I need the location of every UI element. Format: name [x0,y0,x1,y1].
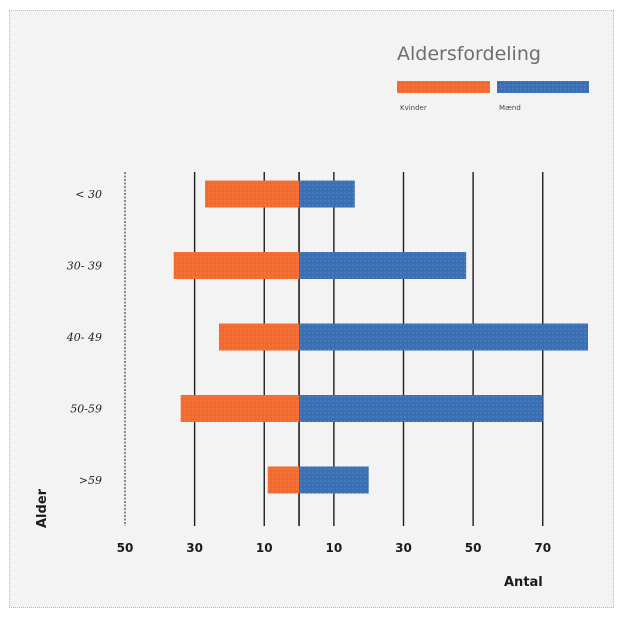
legend: Kvinder Mænd [397,81,589,112]
labels: 50 30 10 10 30 50 70 < 30 30- 39 40- 49 50-59 >59 [66,188,551,555]
x-tick-label-6: 70 [534,541,551,555]
chart-title: Aldersfordeling [397,43,541,65]
y-axis-label: Alder [35,488,50,528]
x-tick-label-5: 50 [465,541,482,555]
category-label-1: 30- 39 [67,260,102,273]
x-tick-label-2: 10 [256,541,273,555]
x-axis-label: Antal [504,575,543,590]
category-label-4: >59 [79,474,102,487]
x-tick-label-0: 50 [117,541,134,555]
bars [173,180,588,494]
legend-label-kvinder: Kvinder [400,104,427,112]
x-tick-label-4: 30 [395,541,412,555]
x-tick-label-3: 10 [326,541,343,555]
category-label-2: 40- 49 [66,331,102,344]
chart-frame [9,10,614,608]
category-label-3: 50-59 [70,403,102,416]
legend-label-maend: Mænd [499,104,521,112]
category-label-0: < 30 [75,188,102,201]
x-tick-label-1: 30 [186,541,203,555]
